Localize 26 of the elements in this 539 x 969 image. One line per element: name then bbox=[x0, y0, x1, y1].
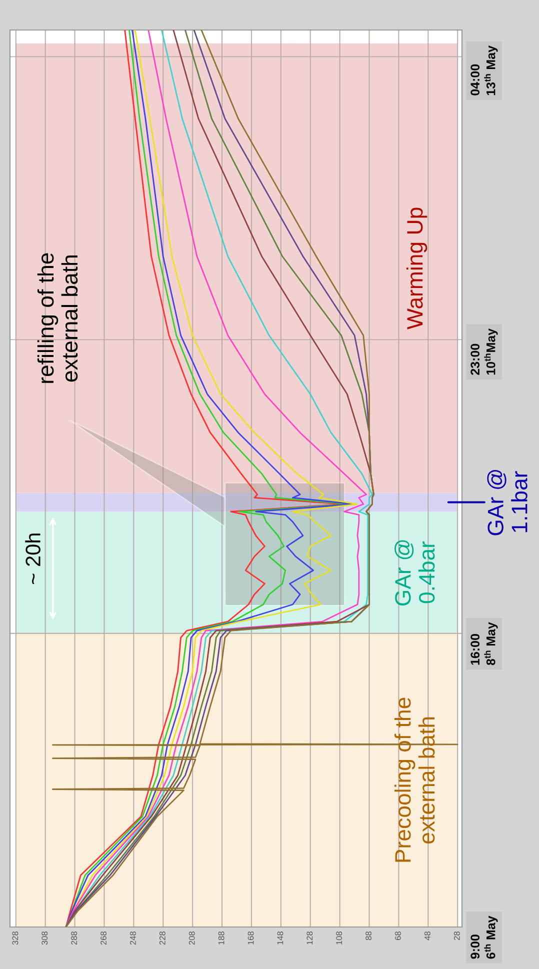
x-tick-label: 168 bbox=[248, 932, 254, 944]
x-tick-label: 28 bbox=[454, 932, 460, 940]
x-tick-label: 288 bbox=[71, 932, 78, 945]
x-tick-label: 128 bbox=[306, 932, 313, 944]
y-tick-label: 16:00 8$^{th}$ May bbox=[470, 622, 498, 666]
y-tick-label: 9:00 6$^{th}$ May bbox=[470, 916, 498, 959]
x-tick-label: 68 bbox=[395, 932, 401, 940]
x-tick-label: 248 bbox=[130, 932, 136, 945]
x-tick-label: 328 bbox=[12, 932, 18, 945]
x-tick-label: 188 bbox=[218, 932, 224, 944]
x-tick-label: 308 bbox=[42, 932, 48, 945]
y-tick-label: 23:00 10$^{th}$May bbox=[470, 328, 498, 375]
x-tick-label: 108 bbox=[336, 932, 342, 944]
annotation: ~ 20h bbox=[25, 534, 40, 584]
y-tick-label: 04:00 13$^{th}$ May bbox=[470, 46, 498, 96]
band-label: GAr @ 0.4bar bbox=[394, 540, 435, 606]
x-tick-label: 228 bbox=[159, 932, 166, 945]
band-label: GAr @ 1.1bar bbox=[487, 470, 528, 536]
x-tick-label: 88 bbox=[366, 932, 372, 940]
annotation: refilling of the external bath bbox=[37, 253, 78, 383]
x-tick-label: 268 bbox=[100, 932, 106, 945]
x-tick-label: 48 bbox=[424, 932, 430, 940]
band-label: Warming Up bbox=[406, 208, 428, 330]
band-label: Precooling of the external bath bbox=[394, 698, 435, 862]
x-tick-label: 208 bbox=[188, 932, 195, 945]
x-tick-label: 148 bbox=[277, 932, 284, 944]
